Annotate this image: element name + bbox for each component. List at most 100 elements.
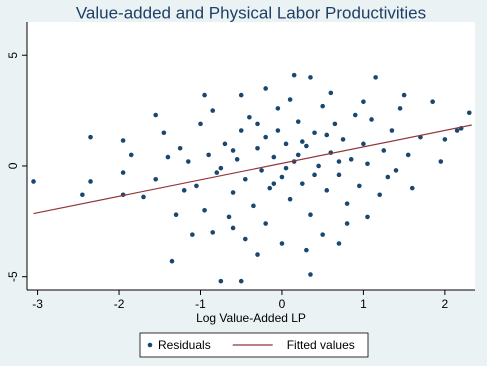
y-tick-label: -5: [6, 271, 20, 282]
point: [348, 157, 354, 162]
point: [361, 99, 366, 105]
point: [295, 152, 301, 158]
point: [202, 207, 207, 213]
point: [316, 163, 321, 169]
point: [185, 159, 191, 164]
x-tick-label: -3: [32, 297, 43, 311]
point: [287, 97, 293, 102]
point: [308, 75, 313, 80]
point: [466, 110, 472, 116]
point: [271, 181, 277, 186]
point: [238, 278, 244, 284]
point: [381, 148, 387, 153]
point: [218, 165, 224, 171]
point: [271, 154, 277, 160]
y-tick-label: 5: [6, 52, 20, 59]
point: [198, 121, 203, 127]
point: [308, 272, 313, 277]
point: [88, 134, 93, 140]
point: [365, 161, 370, 167]
point: [401, 92, 407, 98]
point: [177, 145, 183, 151]
fitted-line: [33, 124, 472, 215]
point: [222, 141, 228, 147]
legend-label: Fitted values: [287, 338, 355, 352]
point: [352, 112, 358, 118]
point: [283, 165, 289, 171]
point: [336, 159, 342, 164]
point: [304, 143, 309, 149]
point: [275, 128, 281, 133]
point: [324, 188, 330, 193]
point: [141, 194, 146, 200]
x-tick-label: 2: [442, 297, 449, 311]
point: [320, 103, 325, 109]
point: [80, 192, 85, 198]
point: [226, 214, 232, 220]
point: [389, 128, 395, 133]
point: [190, 232, 195, 237]
point: [88, 179, 93, 184]
point: [165, 154, 171, 160]
point: [454, 128, 460, 133]
point: [287, 196, 293, 202]
point: [300, 139, 305, 144]
x-tick-label: -2: [114, 297, 125, 311]
point: [283, 141, 289, 147]
point: [430, 99, 435, 105]
point: [128, 152, 134, 158]
point: [263, 134, 268, 140]
point: [377, 192, 382, 198]
point: [181, 188, 187, 193]
point: [31, 179, 36, 184]
point: [275, 106, 281, 111]
point: [438, 159, 444, 164]
legend-label: Residuals: [158, 338, 211, 352]
point: [373, 75, 378, 80]
point: [259, 168, 264, 173]
point: [300, 181, 305, 186]
point: [238, 92, 244, 98]
point: [320, 232, 325, 237]
point: [255, 145, 260, 151]
point: [255, 252, 260, 257]
point: [263, 221, 268, 226]
point: [210, 108, 216, 113]
point: [291, 72, 297, 78]
plot-area: [27, 22, 475, 290]
point: [279, 241, 285, 246]
x-axis-label: Log Value-Added LP: [196, 311, 306, 325]
point: [308, 212, 313, 217]
point: [332, 121, 338, 127]
point: [267, 185, 273, 191]
point: [230, 190, 236, 195]
point: [230, 148, 236, 153]
point: [312, 172, 317, 178]
point: [230, 225, 236, 231]
point: [295, 119, 301, 124]
point: [173, 212, 179, 217]
point: [312, 130, 317, 136]
point: [357, 183, 362, 189]
x-tick-label: -1: [195, 297, 206, 311]
point: [344, 221, 350, 226]
point: [328, 90, 334, 96]
point: [210, 230, 216, 235]
point: [234, 157, 240, 162]
point: [169, 258, 175, 264]
point: [369, 117, 374, 122]
point: [238, 128, 244, 133]
point: [409, 185, 415, 191]
point: [263, 86, 268, 91]
point: [242, 176, 248, 182]
point: [361, 141, 366, 147]
point: [161, 130, 167, 136]
point: [202, 92, 207, 98]
point: [214, 170, 220, 175]
x-tick-label: 1: [360, 297, 367, 311]
point: [153, 176, 158, 182]
point: [120, 138, 126, 143]
point: [340, 137, 346, 142]
point: [120, 170, 126, 175]
